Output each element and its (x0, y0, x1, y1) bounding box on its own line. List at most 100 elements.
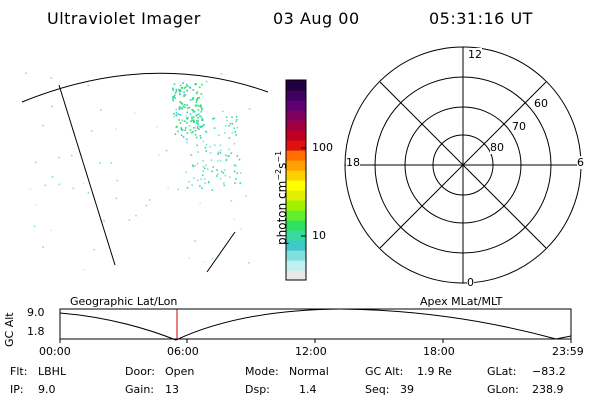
image-pixel (156, 126, 158, 128)
dsp-label: Dsp: (245, 383, 270, 396)
image-pixel (191, 117, 193, 120)
colorbar-segment (286, 80, 306, 91)
mode-label: Mode: (245, 365, 279, 378)
image-pixel (148, 199, 151, 201)
image-pixel (202, 165, 205, 168)
image-pixel (198, 105, 200, 107)
gc-alt-label: GC Alt: (365, 365, 404, 378)
dsp-value: 1.4 (299, 383, 317, 396)
polar-label-6: 6 (577, 156, 584, 169)
image-pixel (212, 118, 214, 120)
image-pixel (226, 119, 228, 122)
image-pixel (199, 135, 202, 137)
colorbar-segment (286, 140, 306, 151)
image-pixel (195, 121, 198, 124)
image-pixel (188, 257, 190, 260)
image-pixel (248, 108, 251, 110)
image-pixel (194, 129, 197, 132)
image-pixel (178, 88, 180, 91)
image-pixel (194, 104, 196, 106)
image-pixel (184, 94, 187, 96)
image-pixel (231, 123, 234, 125)
image-pixel (233, 142, 236, 145)
image-pixel (50, 229, 53, 232)
image-pixel (216, 169, 218, 171)
image-pixel (185, 171, 187, 174)
image-pixel (202, 160, 204, 162)
colorbar-ticklabel-10: 10 (312, 229, 326, 242)
colorbar-segment (286, 130, 306, 141)
image-pixel (194, 165, 197, 167)
polar-label-0: 0 (467, 276, 474, 289)
image-pixel (205, 130, 207, 133)
image-pixel (204, 146, 207, 149)
image-pixel (201, 125, 203, 127)
image-pixel (233, 164, 236, 166)
image-pixel (100, 109, 102, 111)
image-pixel (179, 106, 181, 109)
image-pixel (175, 114, 178, 117)
image-pixel (167, 186, 169, 189)
image-pixel (172, 97, 174, 100)
image-pixel (208, 180, 210, 183)
image-pixel (188, 106, 191, 109)
polar-label-18: 18 (346, 156, 360, 169)
image-pixel (186, 139, 188, 141)
colorbar-segment (286, 230, 306, 241)
colorbar-segment (286, 240, 306, 251)
glat-value: −83.2 (532, 365, 566, 378)
image-pixel (180, 127, 183, 129)
door-value: Open (165, 365, 195, 378)
image-pixel (192, 177, 195, 179)
image-pixel (180, 107, 183, 110)
image-pixel (175, 90, 178, 92)
image-pixel (199, 185, 201, 187)
image-pixel (223, 182, 225, 184)
image-pixel (196, 127, 199, 129)
colorbar-segment (286, 180, 306, 191)
gc-alt-value: 1.9 Re (417, 365, 452, 378)
image-pixel (173, 94, 176, 96)
image-pixel (223, 169, 226, 171)
image-pixel (206, 168, 209, 170)
image-pixel (248, 262, 250, 264)
image-pixel (193, 119, 195, 121)
image-pixel (229, 122, 232, 125)
image-pixel (34, 161, 37, 164)
image-pixel (199, 115, 202, 118)
image-pixel (213, 144, 216, 146)
colorbar-segment (286, 90, 306, 101)
meridian-line-left (58, 84, 116, 266)
image-pixel (191, 164, 194, 167)
image-pixel (181, 87, 183, 89)
image-pixel (211, 170, 213, 173)
image-pixel (192, 165, 195, 168)
image-pixel (29, 188, 32, 191)
colorbar-segment (286, 170, 306, 181)
image-pixel (178, 119, 180, 121)
image-pixel (199, 106, 202, 108)
image-pixel (196, 162, 199, 165)
image-pixel (212, 166, 215, 168)
image-pixel (177, 188, 179, 191)
image-pixel (82, 182, 85, 184)
image-pixel (231, 132, 234, 134)
image-pixel (165, 149, 168, 152)
image-pixel (225, 154, 227, 157)
image-pixel (128, 219, 131, 221)
image-pixel (205, 143, 208, 146)
image-pixel (190, 154, 193, 156)
image-pixel (175, 126, 178, 129)
image-pixel (93, 248, 95, 251)
image-pixel (183, 95, 185, 98)
image-pixel (186, 122, 188, 124)
door-label: Door: (125, 365, 155, 378)
image-pixel (234, 131, 236, 133)
image-pixel (231, 116, 233, 118)
orbit-ytick-bottom: 1.8 (27, 325, 45, 338)
image-pixel (186, 104, 189, 106)
image-pixel (225, 125, 227, 127)
image-pixel (219, 150, 221, 153)
image-pixel (172, 99, 174, 102)
